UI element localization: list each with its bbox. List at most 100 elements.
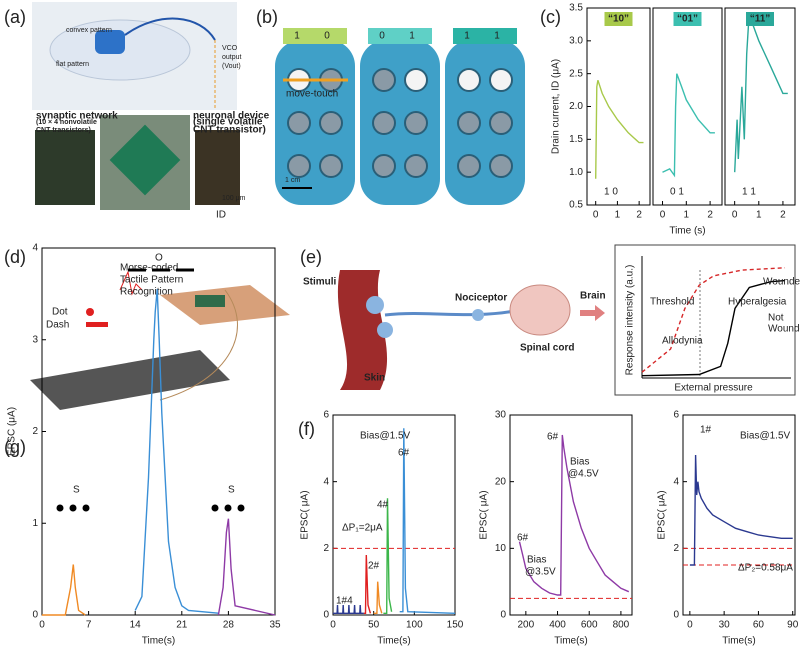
data-line [518,434,630,596]
y-tick-label: 0 [32,610,38,621]
pad-dot [457,68,481,92]
pad-dot [372,111,396,135]
y-tick-label: 2.5 [569,68,583,79]
panel-e-art [337,244,796,396]
y-tick-label: 1.5 [569,134,583,145]
x-tick-label: 35 [269,620,281,631]
pad-dot [457,154,481,178]
data-line [734,14,788,173]
x-tick-label: 100 [406,620,423,631]
annotation: 2# [368,561,380,572]
pad-dot [287,111,311,135]
label: Dash [46,320,69,331]
panel-label: (g) [4,437,26,457]
title-box [604,12,633,26]
annotation: 6# [547,432,559,443]
pad-dot [489,68,513,92]
y-tick-label: 3.5 [569,3,583,14]
annotation: 1#4 [336,596,353,607]
annotation: 1 1 [742,187,756,198]
morse-dot [56,504,64,512]
annotation: O [155,253,163,264]
label: 1 cm [285,177,300,184]
x-axis-label: Time (s) [669,226,705,237]
chart-title: “01” [677,14,698,25]
y-tick-label: 0 [323,610,329,621]
morse-dot [82,504,90,512]
label: VCO [222,45,238,52]
pad-dot [404,68,428,92]
y-tick-label: 4 [673,476,679,487]
code-digit: 0 [324,31,330,42]
data-line [399,428,456,614]
panel-a-art [32,2,240,210]
y-tick-label: 1 [32,518,38,529]
label: convex pattern [66,27,112,34]
data-line [689,454,793,566]
code-digit: 0 [379,31,385,42]
x-tick-label: 1 [756,210,762,221]
annotation: @4.5V [568,469,599,480]
plot-frame [332,414,456,616]
pad-dot [287,154,311,178]
panel-label: (e) [300,247,322,267]
data-line [595,79,644,179]
code-box [453,28,517,44]
x-tick-label: 400 [549,620,566,631]
code-digit: 1 [294,31,300,42]
annotation: Hyperalgesia [728,297,787,308]
x-tick-label: 800 [613,620,630,631]
x-tick-label: 0 [660,210,666,221]
title-box [673,12,702,26]
label: (10 × 4 nonvolatile [36,119,97,126]
annotation: Wounded [763,277,800,288]
x-tick-label: 600 [581,620,598,631]
label: Dot [52,307,68,318]
panel-label: (b) [256,7,278,27]
x-tick-label: 0 [39,620,45,631]
annotation: Bias@1.5V [740,431,791,442]
label: synaptic network [36,111,118,122]
pad-dot [404,154,428,178]
x-tick-label: 30 [719,620,731,631]
annotation: 4# [377,500,389,511]
label: (Vout) [222,63,241,70]
annotation: Bias [570,457,589,468]
annotation: 1# [700,425,712,436]
pad-dot [319,154,343,178]
label: CNT transistor) [193,125,266,136]
data-line [383,498,393,614]
label: (single volatile [193,117,263,128]
annotation: 0 1 [670,187,684,198]
x-axis-label: External pressure [674,383,753,394]
annotation: ΔP₂=0.58μA [738,563,793,574]
label: output [222,54,242,61]
x-tick-label: 2 [780,210,786,221]
label: Recognition [120,287,173,298]
label: Nociceptor [455,293,507,304]
y-tick-label: 2 [32,426,38,437]
y-tick-label: 10 [495,543,507,554]
x-tick-label: 50 [368,620,380,631]
y-tick-label: 4 [32,243,38,254]
y-tick-label: 6 [323,410,329,421]
label: neuronal device [193,111,270,122]
code-digit: 1 [464,31,470,42]
label: Skin [364,373,385,384]
label: Morse-coded [120,263,178,274]
data-line [42,564,86,616]
y-tick-label: 0 [500,610,506,621]
y-tick-label: 2.0 [569,101,583,112]
label: Brain [580,291,606,302]
annotation: 1 0 [604,187,618,198]
y-tick-label: 6 [673,410,679,421]
x-tick-label: 2 [636,210,642,221]
code-box [283,28,347,44]
pad-dot [372,68,396,92]
panel-label: (f) [298,419,315,439]
panel-d-art [30,270,290,410]
y-tick-label: 1.0 [569,167,583,178]
annotation: Threshold [650,297,694,308]
pad-dot [489,154,513,178]
